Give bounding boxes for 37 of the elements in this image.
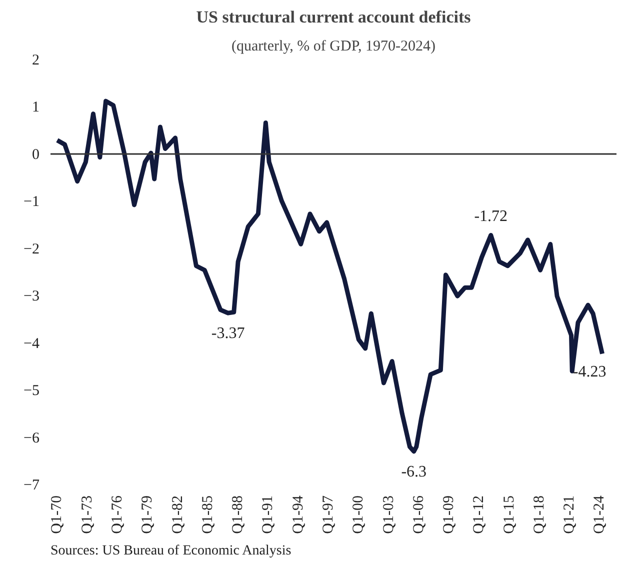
x-tick-label: Q1-21	[562, 496, 578, 534]
y-tick-label: −4	[24, 336, 40, 352]
annotation: -6.3	[401, 463, 427, 480]
x-tick-label: Q1-03	[380, 496, 397, 534]
x-tick-label: Q1-18	[531, 496, 548, 534]
y-tick-label: −7	[24, 478, 40, 494]
x-tick-label: Q1-79	[140, 496, 156, 534]
x-tick-label: Q1-91	[260, 496, 276, 534]
y-tick-label: −1	[24, 194, 40, 210]
x-tick-label: Q1-24	[592, 495, 608, 534]
y-tick-label: 2	[32, 52, 40, 68]
source-note: Sources: US Bureau of Economic Analysis	[50, 544, 292, 558]
y-tick-label: −3	[24, 288, 40, 305]
x-tick-label: Q1-82	[170, 496, 186, 534]
x-tick-label: Q1-94	[290, 495, 306, 534]
x-tick-label: Q1-06	[410, 495, 427, 534]
x-tick-label: Q1-12	[471, 496, 488, 534]
y-tick-label: 0	[32, 146, 40, 163]
annotation: -4.23	[572, 364, 606, 381]
x-tick-label: Q1-09	[441, 496, 458, 534]
chart-subtitle: (quarterly, % of GDP, 1970-2024)	[232, 38, 436, 54]
x-tick-label: Q1-85	[200, 496, 216, 534]
line-series	[54, 98, 604, 454]
x-tick-label: Q1-88	[230, 496, 246, 534]
x-tick-label: Q1-73	[79, 496, 96, 534]
annotation: -1.72	[474, 208, 508, 226]
y-tick-label: −5	[24, 383, 40, 400]
x-tick-label: Q1-15	[501, 496, 518, 534]
y-tick-label: −2	[24, 241, 40, 258]
x-tick-label: Q1-00	[350, 496, 367, 534]
x-tick-label: Q1-70	[49, 496, 66, 534]
x-tick-label: Q1-76	[110, 495, 126, 534]
chart-title: US structural current account deficits	[196, 8, 472, 26]
x-tick-label: Q1-97	[320, 495, 337, 534]
annotation: -3.37	[211, 325, 245, 342]
y-tick-label: 1	[32, 100, 40, 116]
y-tick-label: −6	[24, 430, 40, 446]
